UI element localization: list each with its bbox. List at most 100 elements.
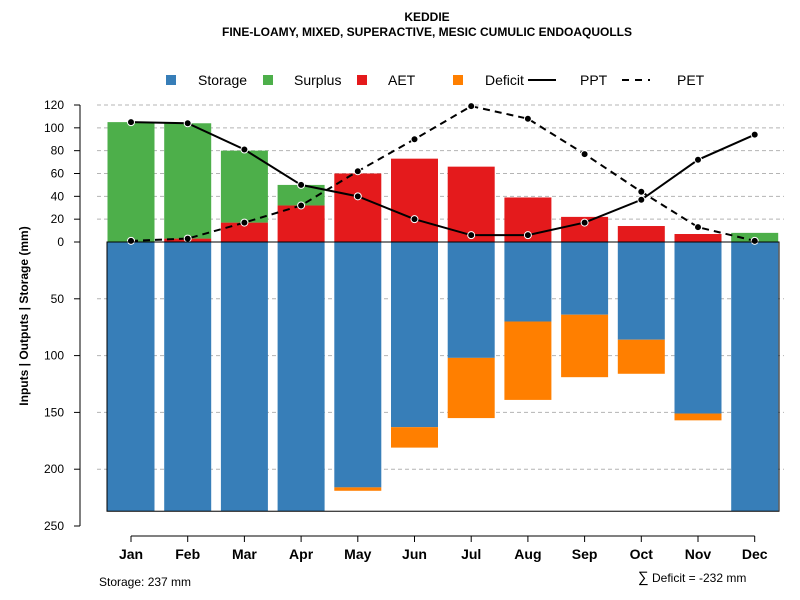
- x-tick-label: Sep: [572, 546, 598, 562]
- x-tick-label: Oct: [630, 546, 654, 562]
- series-lines: [127, 102, 759, 245]
- pet-point: [694, 223, 702, 232]
- deficit-bar: [617, 339, 665, 374]
- pet-point: [467, 102, 476, 111]
- pet-point: [240, 218, 249, 227]
- sum-symbol: ∑: [638, 569, 649, 586]
- legend-swatch: [453, 75, 463, 85]
- ppt-point: [580, 218, 589, 227]
- y-tick-label: 80: [51, 144, 65, 158]
- legend-label: PPT: [580, 72, 608, 88]
- pet-point: [637, 187, 646, 196]
- x-tick-label: Mar: [232, 546, 257, 562]
- pet-point: [353, 167, 362, 176]
- aet-bar: [617, 226, 665, 242]
- x-tick-label: Jul: [461, 546, 481, 562]
- ppt-point: [467, 231, 476, 240]
- pet-point: [127, 236, 135, 245]
- legend-label: Surplus: [294, 72, 341, 88]
- y-tick-label: 40: [51, 189, 65, 203]
- storage-bar: [107, 242, 155, 512]
- legend: Storage Surplus AET Deficit PPT PET: [166, 72, 705, 88]
- x-tick-label: Apr: [289, 546, 314, 562]
- storage-bar: [674, 242, 722, 414]
- ppt-point: [750, 130, 759, 139]
- ppt-point: [694, 155, 702, 164]
- deficit-bar: [391, 427, 438, 448]
- ppt-line: [130, 121, 756, 237]
- storage-bar: [617, 242, 665, 340]
- ppt-point: [637, 195, 646, 204]
- ppt-point: [353, 192, 362, 201]
- storage-bar: [277, 242, 325, 512]
- deficit-bar: [674, 413, 722, 421]
- aet-bar: [674, 234, 722, 242]
- storage-bar: [447, 242, 495, 358]
- chart-subtitle: FINE-LOAMY, MIXED, SUPERACTIVE, MESIC CU…: [222, 25, 632, 39]
- x-tick-label: Nov: [685, 546, 712, 562]
- deficit-bar: [504, 321, 552, 400]
- y-tick-label: 150: [44, 405, 64, 419]
- pet-point: [297, 201, 306, 210]
- pet-point: [523, 114, 532, 123]
- storage-bar: [504, 242, 552, 322]
- axes: 0 20 40 60 80 100 120 50 100 150 200 250 Jan Feb Mar Ap…: [44, 98, 780, 562]
- x-tick-label: Feb: [175, 546, 200, 562]
- aet-bar: [447, 166, 495, 242]
- surplus-bar: [107, 122, 155, 242]
- pet-line: [130, 105, 755, 242]
- storage-footer: Storage: 237 mm: [99, 575, 191, 589]
- ppt-point: [240, 145, 249, 154]
- y-tick-label: 0: [57, 235, 64, 249]
- y-tick-label: 120: [44, 98, 64, 112]
- surplus-bar: [277, 184, 325, 206]
- x-tick-label: Jun: [402, 546, 427, 562]
- deficit-footer: Deficit = -232 mm: [652, 571, 746, 585]
- legend-label: Deficit: [485, 72, 524, 88]
- aet-bar: [391, 158, 438, 242]
- chart-title: KEDDIE: [404, 10, 449, 24]
- storage-bar: [391, 242, 438, 428]
- grid-lines: [97, 104, 784, 470]
- bars: [107, 122, 779, 512]
- storage-capacity-frame: [106, 241, 780, 512]
- x-tick-label: Aug: [514, 546, 541, 562]
- pet-point: [410, 135, 419, 144]
- y-tick-label: 100: [44, 349, 64, 363]
- legend-swatch: [166, 75, 176, 85]
- pet-point: [750, 236, 759, 245]
- deficit-bar: [447, 357, 495, 419]
- aet-bar: [277, 205, 325, 242]
- storage-bar: [561, 242, 609, 315]
- surplus-bar: [164, 123, 212, 239]
- pet-point: [183, 234, 192, 243]
- legend-label: PET: [677, 72, 705, 88]
- ppt-point: [297, 180, 306, 189]
- surplus-bar: [220, 150, 268, 223]
- storage-bar: [164, 242, 212, 512]
- aet-bar: [220, 222, 268, 242]
- pet-point: [580, 150, 589, 159]
- legend-label: AET: [388, 72, 416, 88]
- ppt-point: [127, 118, 135, 127]
- legend-label: Storage: [198, 72, 247, 88]
- y-tick-label: 250: [44, 519, 64, 533]
- storage-bar: [731, 242, 779, 512]
- y-tick-label: 50: [51, 292, 65, 306]
- ppt-point: [410, 215, 419, 224]
- y-tick-label: 100: [44, 121, 64, 135]
- storage-bar: [220, 242, 268, 512]
- ppt-point: [523, 231, 532, 240]
- y-tick-label: 20: [51, 212, 65, 226]
- storage-bar: [334, 242, 382, 488]
- x-tick-label: Dec: [742, 546, 768, 562]
- y-tick-label: 200: [44, 462, 64, 476]
- y-axis-label: Inputs | Outputs | Storage (mm): [17, 226, 31, 405]
- y-tick-label: 60: [51, 167, 65, 181]
- legend-swatch: [263, 75, 273, 85]
- legend-swatch: [357, 75, 367, 85]
- x-tick-label: Jan: [119, 546, 143, 562]
- x-tick-label: May: [344, 546, 371, 562]
- deficit-bar: [334, 487, 382, 491]
